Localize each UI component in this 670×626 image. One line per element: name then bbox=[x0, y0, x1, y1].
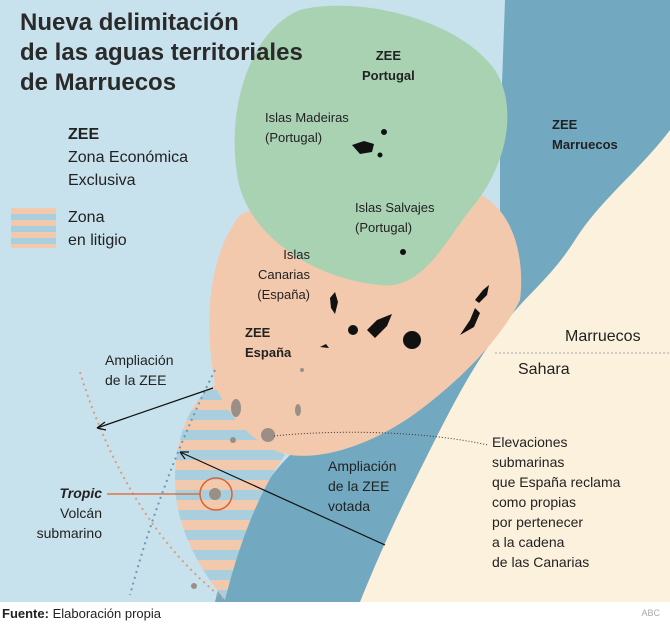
label-line: submarino bbox=[36, 525, 102, 541]
legend-zee-abbr: ZEE bbox=[68, 126, 100, 143]
island-la-palma bbox=[330, 292, 338, 314]
map-title: Nueva delimitación de las aguas territor… bbox=[20, 8, 303, 98]
label-line: (Portugal) bbox=[265, 130, 323, 145]
arrow-head bbox=[179, 451, 189, 460]
label-tropic-name: Tropic bbox=[59, 485, 102, 501]
label-ampliacion-zee: Ampliación de la ZEE bbox=[105, 350, 173, 390]
label-line: (España) bbox=[257, 287, 310, 302]
zee-espana-area bbox=[209, 183, 522, 456]
land-africa bbox=[360, 130, 670, 602]
label-zee-marruecos: ZEE Marruecos bbox=[552, 115, 618, 155]
legend-litigio: Zona en litigio bbox=[68, 208, 127, 251]
credit-logo: ABC bbox=[641, 608, 660, 618]
label-line: Islas Salvajes bbox=[355, 200, 435, 215]
label-line: Ampliación bbox=[328, 458, 397, 474]
seamount-tropic bbox=[209, 488, 221, 500]
island-desertas bbox=[377, 152, 383, 158]
arrow-ampliacion-zee bbox=[96, 387, 214, 429]
island-fuerteventura bbox=[460, 308, 480, 335]
seamount bbox=[230, 437, 236, 443]
label-line: España bbox=[245, 345, 292, 360]
label-line: (Portugal) bbox=[355, 220, 413, 235]
label-line: ZEE bbox=[375, 48, 402, 63]
label-zee-portugal: ZEE Portugal bbox=[362, 46, 415, 86]
title-line: Nueva delimitación bbox=[20, 9, 239, 36]
label-line: submarinas bbox=[492, 454, 565, 470]
seamount bbox=[261, 428, 275, 442]
island-lanzarote bbox=[475, 285, 489, 303]
label-tropic: Tropic Volcán submarino bbox=[20, 483, 102, 543]
label-ampliacion-votada: Ampliación de la ZEE votada bbox=[328, 456, 396, 516]
label-line: ZEE bbox=[552, 117, 578, 132]
map bbox=[0, 0, 670, 602]
label-line: votada bbox=[328, 498, 371, 514]
label-line: Volcán bbox=[59, 505, 102, 521]
source-label: Fuente: bbox=[2, 606, 49, 621]
label-madeiras: Islas Madeiras (Portugal) bbox=[265, 108, 349, 148]
seamount bbox=[295, 404, 301, 416]
source-value: Elaboración propia bbox=[52, 606, 161, 621]
island-madeira bbox=[352, 141, 374, 154]
seamounts bbox=[191, 368, 304, 589]
seamount bbox=[231, 399, 241, 417]
seamount bbox=[300, 368, 304, 372]
legend-zee-full: Exclusiva bbox=[68, 172, 136, 189]
label-line: Canarias bbox=[257, 267, 310, 282]
island-gran-canaria bbox=[403, 331, 421, 349]
label-line: Elevaciones bbox=[492, 434, 568, 450]
legend-zee: ZEE Zona Económica Exclusiva bbox=[68, 125, 188, 191]
island-porto-santo bbox=[381, 129, 387, 135]
title-line: de las aguas territoriales bbox=[20, 39, 303, 66]
arrow-head bbox=[96, 421, 107, 431]
zee-extension-line bbox=[79, 371, 226, 601]
label-line: Islas bbox=[283, 247, 310, 262]
label-line: Portugal bbox=[362, 68, 415, 83]
label-line: como propias bbox=[492, 494, 577, 510]
islands bbox=[320, 129, 489, 349]
label-line: que España reclama bbox=[492, 474, 621, 490]
legend-litigio-label: en litigio bbox=[68, 232, 127, 249]
elevaciones-leader-line bbox=[273, 431, 489, 446]
label-line: a la cadena bbox=[492, 534, 565, 550]
label-line: de las Canarias bbox=[492, 554, 590, 570]
label-line: ZEE bbox=[245, 325, 271, 340]
label-line: de la ZEE bbox=[328, 478, 390, 494]
label-elevaciones: Elevaciones submarinas que España reclam… bbox=[492, 432, 620, 572]
source-footer: Fuente: Elaboración propia bbox=[2, 606, 161, 621]
seamount bbox=[191, 583, 197, 589]
island-el-hierro bbox=[320, 344, 329, 348]
arrow-ampliacion-votada bbox=[179, 451, 386, 546]
votada-extension-line bbox=[129, 369, 216, 596]
label-zee-espana: ZEE España bbox=[245, 323, 291, 363]
label-line: Islas Madeiras bbox=[265, 110, 349, 125]
label-sahara: Sahara bbox=[518, 361, 570, 378]
legend-zee-full: Zona Económica bbox=[68, 149, 189, 166]
legend-litigio-label: Zona bbox=[68, 209, 105, 226]
label-marruecos: Marruecos bbox=[565, 328, 641, 345]
island-la-gomera bbox=[348, 325, 358, 335]
legend-litigio-swatch bbox=[11, 208, 56, 248]
island-tenerife bbox=[367, 314, 392, 338]
label-line: Ampliación bbox=[105, 352, 174, 368]
island-salvajes bbox=[400, 249, 406, 255]
label-canarias: Islas Canarias (España) bbox=[250, 245, 310, 305]
title-line: de Marruecos bbox=[20, 69, 177, 96]
label-line: de la ZEE bbox=[105, 372, 167, 388]
label-salvajes: Islas Salvajes (Portugal) bbox=[355, 198, 434, 238]
label-line: por pertenecer bbox=[492, 514, 584, 530]
label-line: Marruecos bbox=[552, 137, 618, 152]
